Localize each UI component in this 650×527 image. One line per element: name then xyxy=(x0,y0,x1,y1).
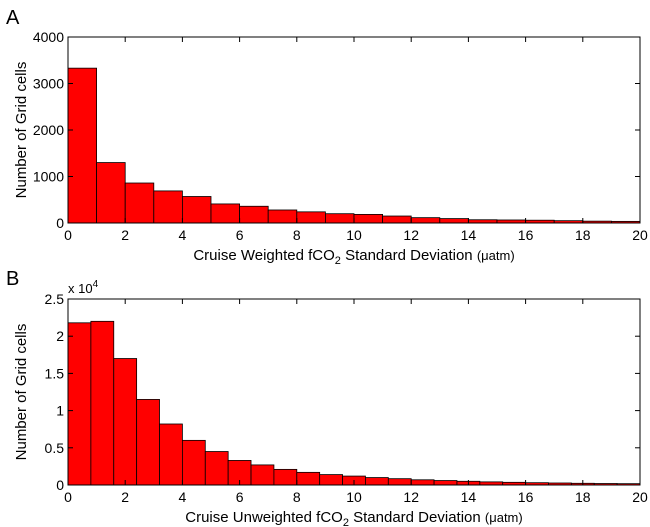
panel-a-bar xyxy=(181,196,212,224)
panel-a-x-tick-label: 16 xyxy=(518,227,534,243)
panel-b-y-multiplier: x 104 xyxy=(68,279,99,296)
panel-a-x-tick-label: 12 xyxy=(403,227,419,243)
panel-a-x-axis-label: Cruise Weighted fCO2 Standard Deviation … xyxy=(193,247,514,267)
panel-b-letter: B xyxy=(6,268,19,290)
panel-b-y-tick-label: 0 xyxy=(56,477,64,493)
panel-a-bar xyxy=(353,213,384,224)
panel-a-x-tick-label: 0 xyxy=(64,227,72,243)
panel-b-x-tick-label: 8 xyxy=(293,489,301,505)
panel-a-bar xyxy=(96,162,126,224)
panel-b-x-tick-label: 12 xyxy=(403,489,419,505)
panel-a: 0 2 4 6 8 10 12 14 16 18 20 0 1000 2000 3000 4000 A Numbe… xyxy=(6,7,648,267)
panel-b-bar xyxy=(204,451,229,486)
panel-a-bar xyxy=(382,215,412,224)
panel-b-y-tick-label: 2 xyxy=(56,328,64,344)
panel-b-bar xyxy=(250,464,275,486)
panel-b-x-tick-label: 16 xyxy=(518,489,534,505)
panel-a-bar xyxy=(239,205,269,224)
panel-b-x-tick-label: 18 xyxy=(575,489,591,505)
panel-b-bar xyxy=(181,439,206,486)
panel-b-x-tick-label: 0 xyxy=(64,489,72,505)
panel-a-bar xyxy=(267,209,298,224)
panel-b-y-tick-label: 2.5 xyxy=(45,291,65,307)
panel-b-y-tick-label: 0.5 xyxy=(45,440,65,456)
panel-b-bar xyxy=(136,399,160,486)
panel-b-bar xyxy=(433,480,458,486)
panel-a-bar xyxy=(296,211,326,224)
panel-a-y-tick-label: 4000 xyxy=(33,29,64,45)
panel-a-bar xyxy=(153,190,183,224)
panel-a-x-tick-label: 10 xyxy=(346,227,362,243)
panel-b-bar xyxy=(113,358,138,486)
panel-a-y-axis-label: Number of Grid cells xyxy=(13,62,30,199)
panel-a-bar xyxy=(210,203,241,224)
panel-b-bar xyxy=(273,468,298,486)
panel-b-bar xyxy=(67,322,92,486)
panel-a-x-tick-label: 4 xyxy=(179,227,187,243)
panel-b-x-tick-label: 6 xyxy=(236,489,244,505)
panel-b-x-tick-label: 4 xyxy=(179,489,187,505)
panel-b-bar xyxy=(159,423,183,486)
panel-b-x-tick-label: 14 xyxy=(461,489,477,505)
panel-a-y-tick-label: 1000 xyxy=(33,169,64,185)
panel-b-bar xyxy=(365,477,389,486)
panel-a-bar xyxy=(124,182,155,224)
panel-b-bar xyxy=(387,478,412,486)
panel-b-bar xyxy=(319,474,343,486)
panel-a-bar xyxy=(324,213,355,224)
panel-b-bar xyxy=(410,479,435,486)
panel-a-x-tick-label: 8 xyxy=(293,227,301,243)
panel-a-bar xyxy=(410,217,441,224)
panel-a-y-tick-label: 0 xyxy=(56,215,64,231)
panel-b-x-tick-label: 20 xyxy=(632,489,648,505)
panel-a-y-tick-label: 3000 xyxy=(33,76,64,92)
panel-b: 0 2 4 6 8 10 12 14 16 18 20 0 0.5 1 1.5 2 2.5 B x 104 Numbe… xyxy=(6,268,648,527)
panel-a-x-tick-label: 14 xyxy=(461,227,477,243)
panel-b-y-axis-label: Number of Grid cells xyxy=(13,324,30,461)
panel-a-bar xyxy=(67,67,98,224)
panel-b-x-axis-label: Cruise Unweighted fCO2 Standard Deviatio… xyxy=(185,509,522,527)
panel-a-x-tick-label: 20 xyxy=(632,227,648,243)
panel-b-x-tick-label: 10 xyxy=(346,489,362,505)
panel-a-x-tick-label: 2 xyxy=(121,227,129,243)
panel-b-x-tick-label: 2 xyxy=(121,489,129,505)
panel-a-letter: A xyxy=(6,7,20,29)
panel-a-bar xyxy=(439,218,469,224)
panel-b-y-tick-label: 1 xyxy=(56,403,64,419)
panel-a-x-tick-label: 18 xyxy=(575,227,591,243)
panel-b-bar xyxy=(296,471,321,486)
panel-b-y-tick-label: 1.5 xyxy=(45,365,65,381)
panel-a-x-tick-label: 6 xyxy=(236,227,244,243)
panel-a-y-tick-label: 2000 xyxy=(33,122,64,138)
panel-b-bar xyxy=(90,320,115,486)
